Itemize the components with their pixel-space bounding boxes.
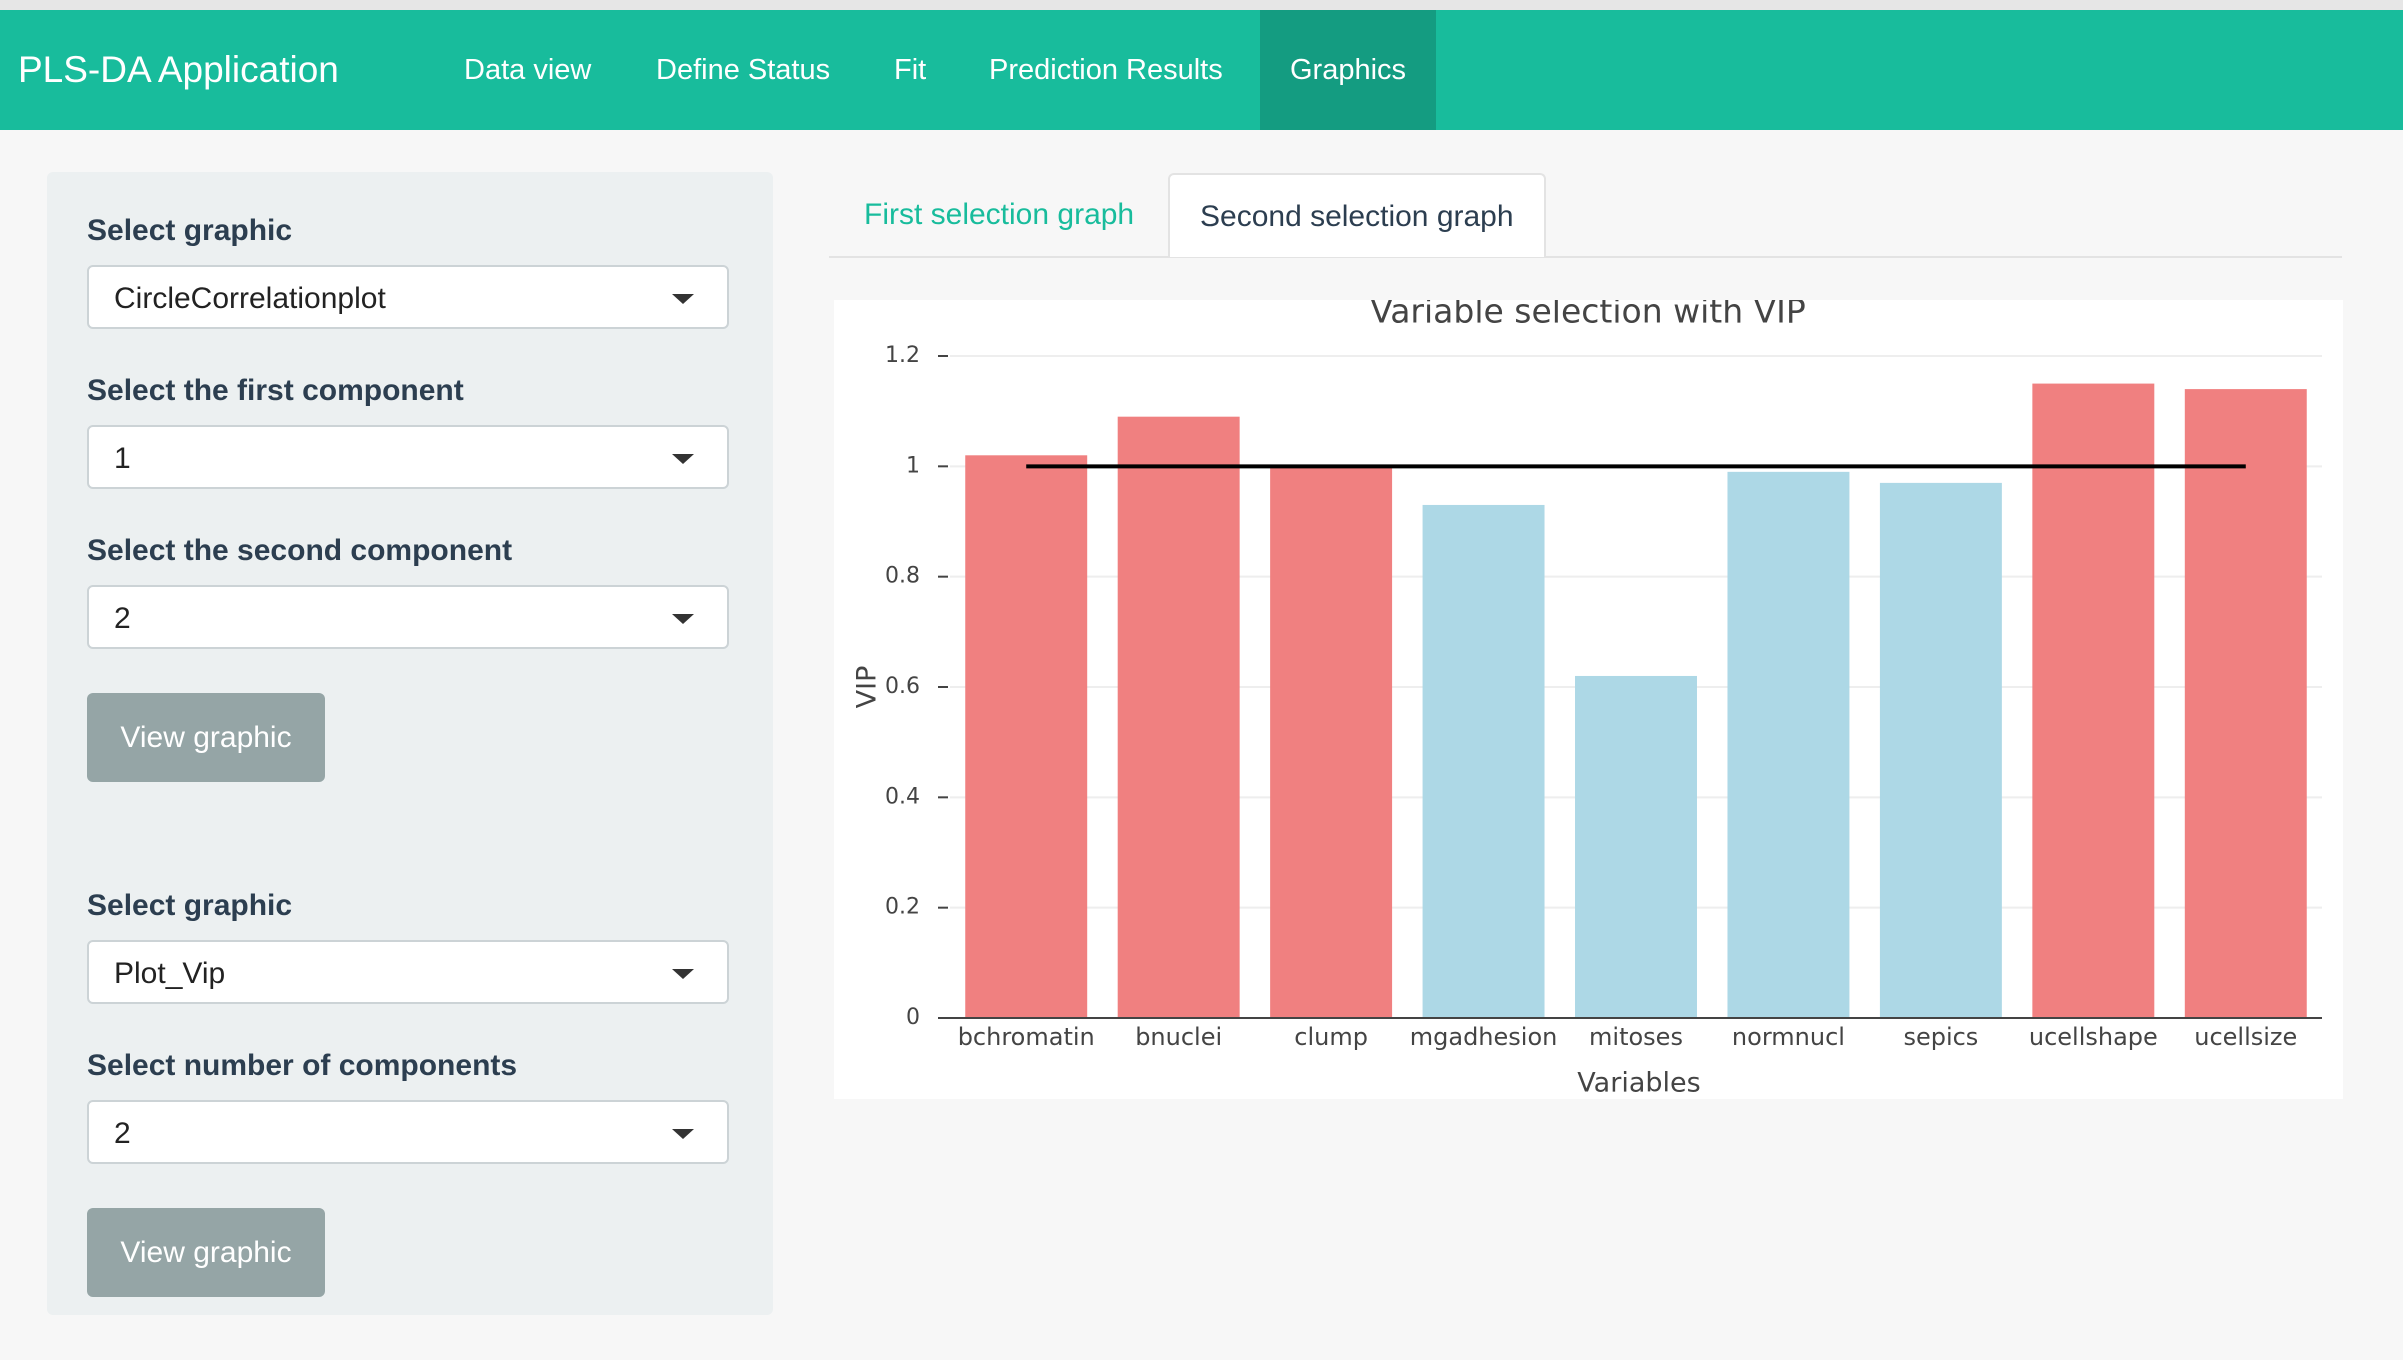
y-tick-label: 1.2	[885, 343, 920, 368]
nav-item[interactable]: Data view	[464, 54, 592, 86]
select-box[interactable]: CircleCorrelationplot	[87, 265, 729, 329]
chart-title: Variable selection with VIP	[1370, 300, 1806, 331]
bar	[1422, 504, 1545, 1018]
select-box[interactable]: 2	[87, 585, 729, 649]
dropdown-caret	[672, 294, 694, 304]
x-tick-label: bchromatin	[958, 1023, 1095, 1051]
bar	[1270, 466, 1393, 1018]
x-tick-label: mitoses	[1589, 1023, 1683, 1051]
y-axis-title: VIP	[852, 666, 883, 709]
dropdown-caret	[672, 454, 694, 464]
x-tick-label: sepics	[1903, 1023, 1978, 1051]
x-tick-label: mgadhesion	[1410, 1023, 1558, 1051]
x-tick-label: ucellsize	[2194, 1023, 2297, 1051]
y-tick-label: 0.6	[885, 674, 920, 699]
bar	[2184, 389, 2307, 1019]
y-tick-label: 0.2	[885, 895, 920, 920]
dropdown-caret	[672, 614, 694, 624]
bar	[1575, 675, 1697, 1018]
x-axis-title: Variables	[1577, 1068, 1700, 1099]
tab[interactable]: First selection graph	[864, 198, 1135, 231]
x-tick-label: bnuclei	[1135, 1023, 1222, 1051]
x-tick-label: ucellshape	[2029, 1023, 2158, 1051]
select-box[interactable]: 1	[87, 425, 729, 489]
tab[interactable]: Second selection graph	[1168, 173, 1546, 257]
x-tick-label: normnucl	[1732, 1023, 1845, 1051]
nav-item[interactable]: Define Status	[656, 54, 831, 86]
bar	[2032, 383, 2155, 1018]
field-label: Select the second component	[87, 534, 513, 567]
navbar: PLS-DA Application Data view Define Statu…	[0, 10, 2403, 130]
nav-item[interactable]: Prediction Results	[989, 54, 1223, 86]
sidebar: Select graphic CircleCorrelationplot Selec…	[47, 172, 773, 1315]
nav-item[interactable]: Graphics	[1260, 10, 1437, 130]
y-tick-label: 0.8	[885, 564, 920, 589]
field-label: Select graphic	[87, 889, 293, 922]
bar	[1117, 416, 1240, 1018]
tab-divider	[829, 256, 2342, 258]
dropdown-caret	[672, 1129, 694, 1139]
view-button[interactable]: View graphic	[87, 1208, 325, 1297]
y-tick-label: 0	[906, 1005, 920, 1030]
view-button[interactable]: View graphic	[87, 693, 325, 782]
y-tick-label: 1	[906, 453, 920, 478]
field-label: Select the first component	[87, 374, 464, 407]
dropdown-caret	[672, 969, 694, 979]
field-label: Select graphic	[87, 214, 293, 247]
bar	[1727, 471, 1850, 1019]
nav-item[interactable]: Fit	[894, 54, 927, 86]
browser-strip	[0, 0, 2403, 10]
bar	[1879, 482, 2002, 1019]
y-tick-label: 0.4	[885, 784, 920, 809]
select-box[interactable]: Plot_Vip	[87, 940, 729, 1004]
x-tick-label: clump	[1294, 1023, 1368, 1051]
chart: Variable selection with VIP Variables VI…	[834, 300, 2343, 1099]
select-box[interactable]: 2	[87, 1100, 729, 1164]
field-label: Select number of components	[87, 1049, 518, 1082]
brand[interactable]: PLS-DA Application	[18, 49, 339, 90]
bar	[965, 455, 1088, 1018]
